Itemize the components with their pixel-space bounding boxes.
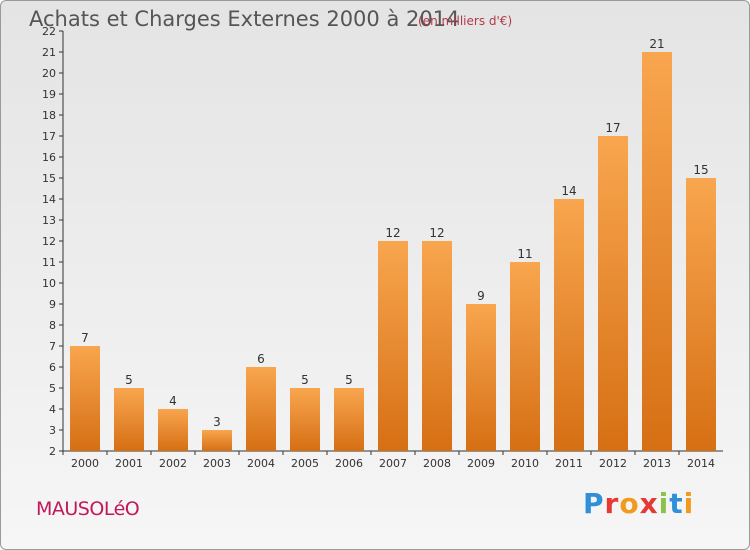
bar[interactable] [686, 178, 716, 451]
data-label: 3 [213, 415, 221, 429]
x-tick-label: 2009 [467, 457, 495, 470]
data-label: 12 [385, 226, 400, 240]
x-tick-label: 2011 [555, 457, 583, 470]
bar[interactable] [70, 346, 100, 451]
city-name: MAUSOLéO [36, 498, 140, 520]
data-label: 9 [477, 289, 485, 303]
bar[interactable] [246, 367, 276, 451]
data-label: 5 [301, 373, 309, 387]
y-tick-label: 10 [42, 277, 56, 290]
data-label: 17 [605, 121, 620, 135]
x-tick-label: 2013 [643, 457, 671, 470]
y-axis: 2 3 4 5 6 7 8 9 10 11 12 13 14 15 16 17 18 19 20 21 22 [42, 25, 64, 458]
data-label: 14 [561, 184, 576, 198]
data-label: 11 [517, 247, 532, 261]
data-label: 21 [649, 37, 664, 51]
y-tick-label: 9 [49, 298, 56, 311]
y-tick-label: 13 [42, 214, 56, 227]
y-tick-label: 22 [42, 25, 56, 38]
bar[interactable] [290, 388, 320, 451]
data-label: 5 [125, 373, 133, 387]
bar[interactable] [334, 388, 364, 451]
chart-title: Achats et Charges Externes 2000 à 2014 [29, 7, 460, 31]
bar[interactable] [510, 262, 540, 451]
y-tick-label: 5 [49, 382, 56, 395]
y-tick-label: 6 [49, 361, 56, 374]
x-tick-label: 2014 [687, 457, 715, 470]
y-tick-label: 8 [49, 319, 56, 332]
bar[interactable] [642, 52, 672, 451]
x-tick-label: 2007 [379, 457, 407, 470]
data-label: 4 [169, 394, 177, 408]
y-tick-label: 12 [42, 235, 56, 248]
y-tick-label: 14 [42, 193, 56, 206]
bar[interactable] [466, 304, 496, 451]
x-tick-label: 2003 [203, 457, 231, 470]
x-axis: 2000 2001 2002 2003 2004 2005 2006 2007 2008 2009… [62, 450, 723, 470]
y-tick-label: 20 [42, 67, 56, 80]
proxiti-logo[interactable]: Proxiti [583, 487, 695, 520]
data-label: 7 [81, 331, 89, 345]
x-tick-label: 2006 [335, 457, 363, 470]
y-tick-label: 11 [42, 256, 56, 269]
x-tick-label: 2010 [511, 457, 539, 470]
y-tick-label: 15 [42, 172, 56, 185]
x-tick-label: 2004 [247, 457, 275, 470]
y-tick-label: 19 [42, 88, 56, 101]
y-tick-label: 7 [49, 340, 56, 353]
x-tick-label: 2008 [423, 457, 451, 470]
bar[interactable] [202, 430, 232, 451]
x-tick-label: 2000 [71, 457, 99, 470]
bar[interactable] [422, 241, 452, 451]
data-label: 12 [429, 226, 444, 240]
y-tick-label: 4 [49, 403, 56, 416]
y-tick-label: 17 [42, 130, 56, 143]
y-tick-label: 3 [49, 424, 56, 437]
x-tick-label: 2002 [159, 457, 187, 470]
x-tick-label: 2012 [599, 457, 627, 470]
bar[interactable] [554, 199, 584, 451]
x-tick-label: 2001 [115, 457, 143, 470]
x-tick-label: 2005 [291, 457, 319, 470]
data-label: 15 [693, 163, 708, 177]
y-tick-label: 16 [42, 151, 56, 164]
y-tick-label: 21 [42, 46, 56, 59]
y-tick-label: 2 [49, 445, 56, 458]
bar[interactable] [598, 136, 628, 451]
bar[interactable] [158, 409, 188, 451]
bars [70, 52, 716, 451]
data-labels: 7 5 4 3 6 5 5 12 12 9 11 14 17 21 15 [81, 37, 708, 429]
bar[interactable] [378, 241, 408, 451]
y-tick-label: 18 [42, 109, 56, 122]
chart-subtitle: (en milliers d'€) [418, 14, 513, 28]
bar[interactable] [114, 388, 144, 451]
data-label: 5 [345, 373, 353, 387]
data-label: 6 [257, 352, 265, 366]
